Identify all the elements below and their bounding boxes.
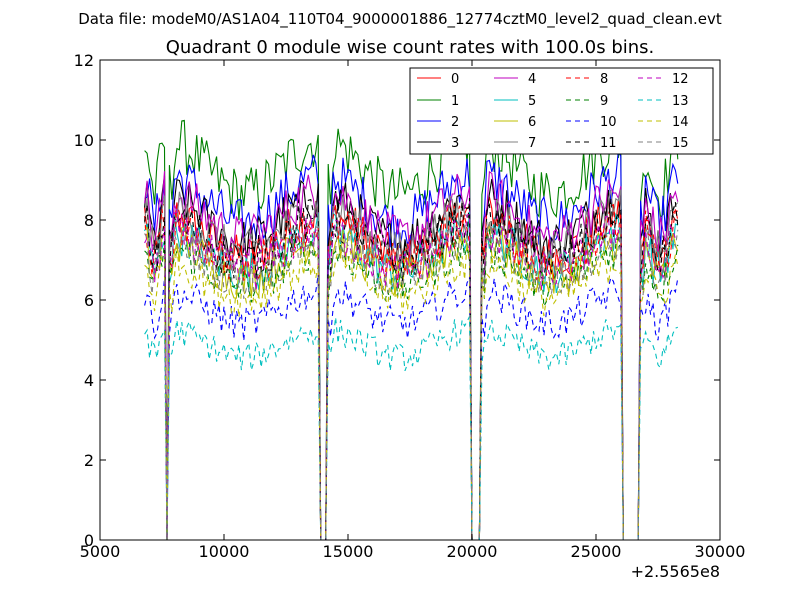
x-tick-label-2: 15000 — [323, 542, 374, 561]
legend-label-14: 14 — [672, 115, 689, 130]
series-layer — [144, 117, 679, 540]
legend-label-3: 3 — [451, 136, 459, 151]
legend-label-13: 13 — [672, 94, 689, 109]
x-tick-label-4: 25000 — [571, 542, 622, 561]
x-tick-label-1: 10000 — [199, 542, 250, 561]
y-tick-label-4: 8 — [84, 211, 94, 230]
series-line-13 — [144, 316, 679, 540]
y-tick-label-1: 2 — [84, 451, 94, 470]
series-line-14 — [144, 243, 679, 540]
x-tick-label-5: 30000 — [695, 542, 746, 561]
figure-supertitle: Data file: modeM0/AS1A04_110T04_90000018… — [78, 10, 722, 29]
legend-label-5: 5 — [528, 94, 536, 109]
series-line-15 — [144, 221, 679, 540]
series-line-11 — [144, 197, 679, 540]
legend-label-0: 0 — [451, 72, 459, 87]
legend-label-10: 10 — [600, 115, 617, 130]
y-tick-label-2: 4 — [84, 371, 94, 390]
y-tick-label-0: 0 — [84, 531, 94, 550]
series-line-1 — [144, 117, 679, 540]
x-tick-label-3: 20000 — [447, 542, 498, 561]
series-line-12 — [144, 211, 679, 540]
plot-frame — [99, 59, 721, 541]
legend-label-11: 11 — [600, 136, 617, 151]
series-line-10 — [144, 274, 679, 540]
y-tick-label-6: 12 — [74, 51, 94, 70]
x-tick-label-0: 5000 — [80, 542, 121, 561]
legend-label-12: 12 — [672, 72, 689, 87]
series-line-7 — [144, 189, 679, 540]
legend-label-2: 2 — [451, 115, 459, 130]
x-offset-label: +2.5565e8 — [631, 562, 720, 581]
legend-label-1: 1 — [451, 94, 459, 109]
legend-label-4: 4 — [528, 72, 536, 87]
legend-label-9: 9 — [600, 94, 608, 109]
legend-label-6: 6 — [528, 115, 536, 130]
series-line-9 — [144, 228, 679, 540]
series-line-8 — [144, 203, 679, 540]
chart-title: Quadrant 0 module wise count rates with … — [166, 37, 655, 58]
legend-label-7: 7 — [528, 136, 536, 151]
y-tick-label-3: 6 — [84, 291, 94, 310]
y-tick-label-5: 10 — [74, 131, 94, 150]
legend-label-15: 15 — [672, 136, 689, 151]
legend-frame — [409, 67, 714, 155]
legend-label-8: 8 — [600, 72, 608, 87]
